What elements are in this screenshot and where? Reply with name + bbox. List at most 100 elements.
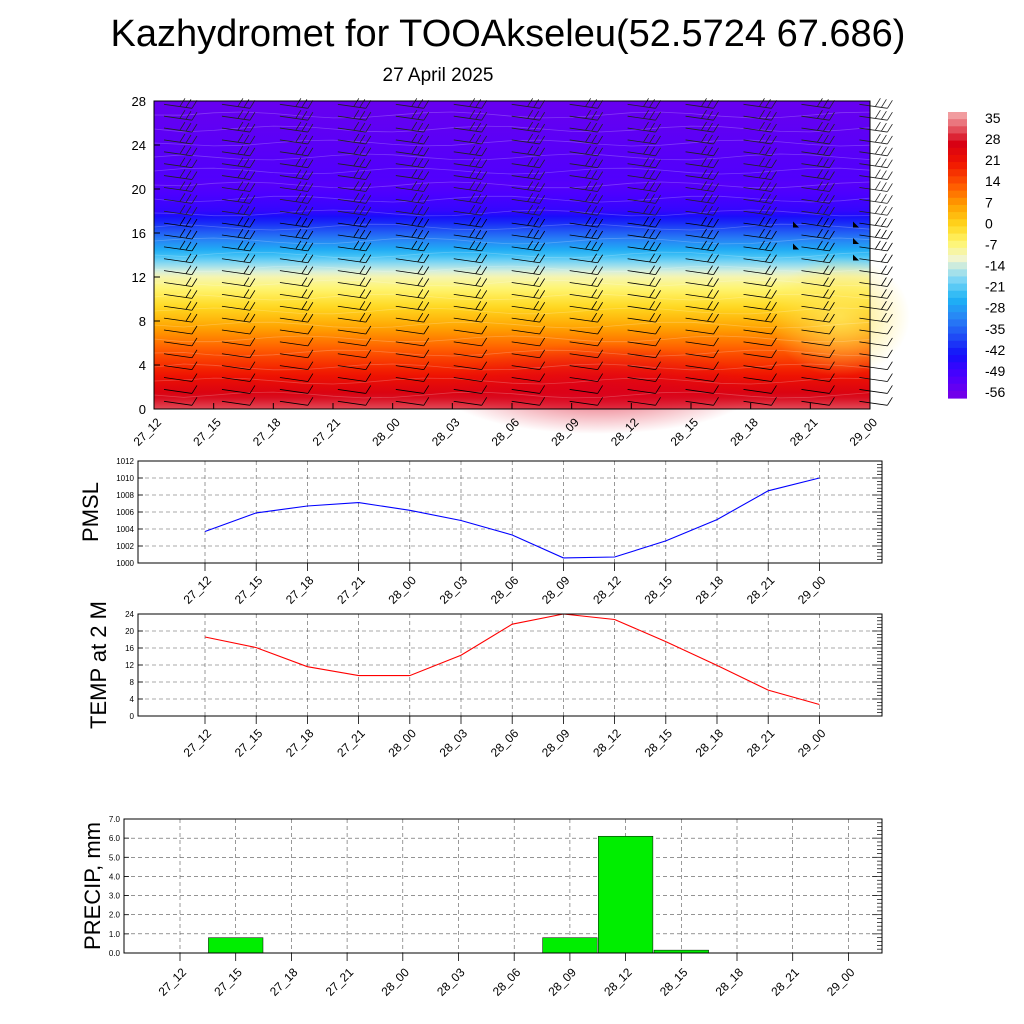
x-tick-label: 28_12 — [590, 726, 624, 760]
y-tick-label: 1012 — [116, 457, 134, 466]
wind-barb — [453, 169, 488, 180]
wind-barb — [859, 373, 893, 382]
y-tick-label: 8 — [130, 678, 135, 687]
x-tick-label: 28_12 — [601, 965, 635, 999]
wind-barb — [859, 169, 893, 180]
wind-barb — [569, 349, 603, 359]
wind-barb — [627, 373, 661, 382]
isotherm-line — [153, 377, 871, 385]
wind-barb — [801, 181, 835, 192]
wind-barb — [743, 361, 777, 371]
wind-barb — [801, 361, 835, 371]
wind-barb — [453, 109, 488, 121]
y-tick-label: 4.0 — [109, 872, 121, 881]
y-tick-label: 16 — [132, 226, 146, 241]
wind-barb — [627, 157, 661, 169]
wind-barb — [801, 301, 835, 311]
x-tick-label: 27_18 — [283, 573, 317, 607]
wind-barb — [163, 373, 198, 382]
wind-pennant — [853, 221, 859, 228]
wind-barb — [279, 289, 314, 299]
wind-barb — [163, 301, 198, 311]
wind-barb — [743, 289, 777, 299]
colorbar-label: 21 — [985, 152, 1001, 168]
wind-barb — [163, 145, 198, 157]
wind-barb — [569, 181, 603, 192]
wind-barb — [163, 193, 198, 204]
y-tick-label: 1006 — [116, 508, 134, 517]
wind-barb — [743, 216, 777, 228]
x-tick-label: 28_15 — [641, 573, 675, 607]
wind-barb — [453, 205, 488, 216]
wind-barb — [395, 145, 430, 157]
colorbar-segment — [948, 355, 967, 363]
wind-barb — [163, 277, 198, 287]
wind-barb — [801, 325, 835, 335]
colorbar-segment — [948, 133, 967, 142]
y-tick-label: 4 — [139, 358, 146, 373]
x-tick-label: 27_12 — [131, 415, 165, 449]
y-tick-label: 24 — [132, 138, 146, 153]
wind-barb — [569, 337, 603, 347]
isotherm-line — [153, 251, 871, 259]
wind-barb — [511, 337, 546, 347]
isotherm-line — [153, 181, 871, 189]
wind-barb — [801, 385, 835, 394]
wind-barb — [569, 325, 603, 335]
wind-barb — [743, 349, 777, 359]
x-tick-label: 27_15 — [211, 965, 245, 999]
colorbar-label: 28 — [985, 131, 1001, 147]
precip-panel: 0.0 1.0 2.0 3.0 4.0 5.0 6.0 7.0 27_12 27_15 27_18 2… — [80, 815, 883, 999]
colorbar-label: 35 — [985, 110, 1001, 126]
colorbar-segment — [948, 383, 967, 392]
wind-barb — [859, 145, 893, 157]
colorbar-segment — [948, 169, 967, 177]
wind-barb — [569, 385, 603, 394]
wind-barb — [337, 385, 372, 394]
x-tick-label: 29_00 — [847, 415, 881, 449]
y-tick-label: 20 — [132, 182, 146, 197]
wind-barb — [221, 325, 256, 335]
wind-barb — [859, 193, 893, 204]
wind-barb — [395, 205, 430, 216]
wind-barb — [569, 205, 603, 216]
wind-barb — [743, 373, 777, 382]
colorbar-segment — [948, 340, 967, 349]
x-tick-label: 27_12 — [181, 726, 215, 760]
wind-barb — [279, 98, 314, 109]
wind-barb — [453, 349, 488, 359]
wind-barb — [569, 373, 603, 382]
wind-barb — [395, 216, 430, 228]
wind-barb — [453, 193, 488, 204]
y-tick-label: 6.0 — [109, 834, 121, 843]
wind-barb — [221, 228, 256, 240]
wind-barb — [279, 109, 314, 121]
wind-barb — [395, 337, 430, 347]
colorbar-segment — [948, 176, 967, 185]
wind-barb — [627, 169, 661, 180]
wind-barb — [569, 301, 603, 311]
wind-barb — [627, 349, 661, 359]
wind-barb — [163, 325, 198, 335]
wind-barb — [453, 157, 488, 169]
pmsl-panel: 1000 1002 1004 1006 1008 1010 1012 27_12 27_15 27… — [78, 457, 883, 607]
x-tick-label: 28_03 — [429, 415, 463, 449]
wind-barb — [337, 145, 372, 157]
wind-barb — [221, 157, 256, 169]
wind-barb — [569, 361, 603, 371]
wind-barb — [627, 301, 661, 311]
wind-barb — [859, 109, 893, 121]
wind-barb — [395, 289, 430, 299]
colorbar-segment — [948, 269, 967, 278]
wind-barb — [163, 157, 198, 169]
wind-barb — [163, 289, 198, 299]
wind-barb — [801, 373, 835, 382]
wind-barb — [743, 301, 777, 311]
wind-barb — [453, 228, 488, 240]
wind-barb — [395, 325, 430, 335]
wind-barb — [743, 277, 777, 287]
precip-bar — [208, 937, 264, 954]
wind-barb — [801, 349, 835, 359]
wind-barb — [511, 253, 546, 264]
isotherm-line — [153, 307, 871, 315]
